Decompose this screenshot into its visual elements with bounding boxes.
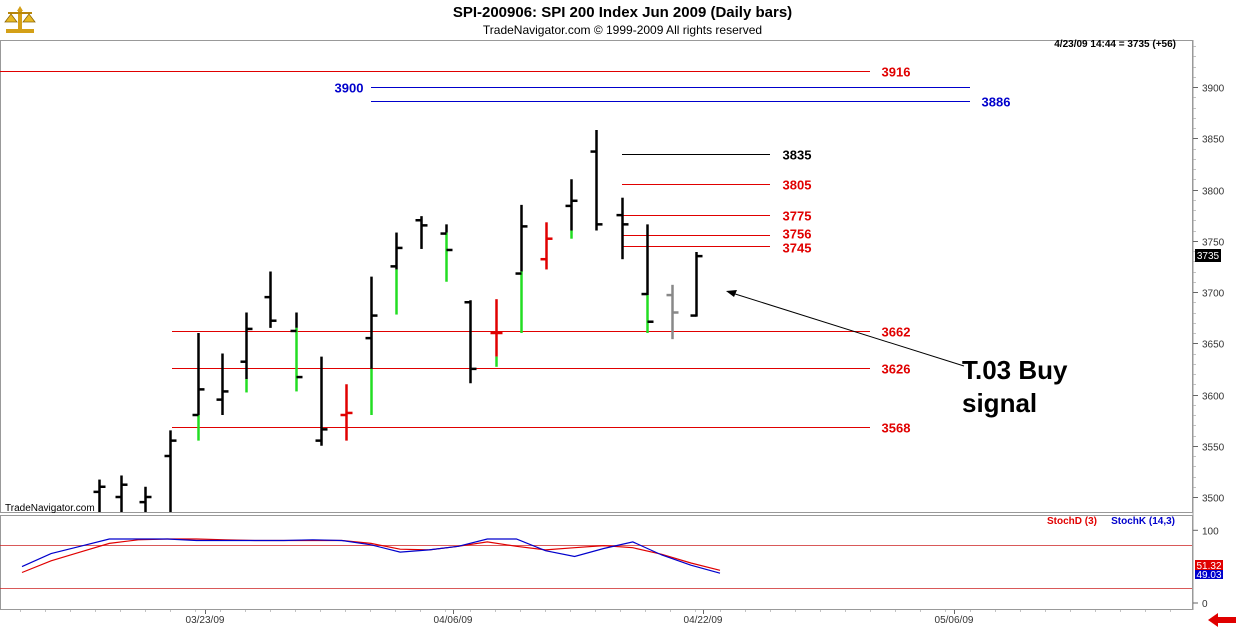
x-tick-label-3: 05/06/09 (935, 615, 974, 626)
y-tick-label-3650: 3650 (1202, 340, 1225, 351)
price-bar-04/01/09 (390, 232, 403, 315)
price-bar-04/15/09 (590, 130, 603, 231)
stoch-series-k (21, 538, 721, 574)
y-tick-label-3600: 3600 (1202, 392, 1225, 403)
price-bar-04/20/09 (666, 284, 679, 340)
price-bar-03/23/09 (216, 353, 229, 415)
price-bar-03/18/09 (139, 486, 152, 512)
x-tick-label-2: 04/22/09 (684, 615, 723, 626)
price-bar-03/19/09 (164, 430, 177, 512)
last-quote: 4/23/09 14:44 = 3735 (+56) (1054, 39, 1176, 50)
level-label-3745: 3745 (783, 241, 812, 256)
last-price-label: 3735 (1197, 251, 1220, 262)
signal-arrow-head (726, 290, 737, 297)
last-price-box (1195, 249, 1221, 262)
chart-header: SPI-200906: SPI 200 Index Jun 2009 (Dail… (0, 0, 1245, 40)
watermark-text: TradeNavigator.com (5, 503, 95, 514)
stochd-value: 51.32 (1196, 561, 1221, 572)
price-bar-03/26/09 (290, 312, 303, 392)
level-label-3916: 3916 (882, 65, 911, 80)
price-bar-04/08/09 (515, 204, 528, 333)
legend-stochk: StochK (14,3) (1111, 516, 1175, 527)
y-tick-label-3750: 3750 (1202, 238, 1225, 249)
stoch-tick-label-100: 100 (1202, 526, 1219, 537)
y-tick-label-3700: 3700 (1202, 289, 1225, 300)
price-bar-03/17/09 (115, 475, 128, 512)
chart-subtitle: TradeNavigator.com © 1999-2009 All right… (482, 23, 763, 37)
y-tick-label-3900: 3900 (1202, 84, 1225, 95)
price-axis: 3500 3550 3600 3650 3700 3750 3800 3850 3900 (1193, 46, 1225, 505)
stoch-series-d (21, 538, 721, 574)
stochastic-lines: 0 100 (0, 526, 1219, 610)
price-bar-04/17/09 (641, 224, 654, 333)
level-label-3756: 3756 (783, 227, 812, 242)
price-bar-03/24/09 (240, 312, 253, 393)
legend-stochd: StochD (3) (1047, 516, 1097, 527)
price-bar-04/14/09 (565, 179, 578, 239)
level-label-3900: 3900 (335, 81, 364, 96)
date-axis: 03/23/09 04/06/09 04/22/09 05/06/09 (20, 610, 1171, 626)
y-tick-label-3850: 3850 (1202, 135, 1225, 146)
signal-text-line1: T.03 Buy (962, 355, 1068, 385)
price-bar-04/02/09 (415, 216, 428, 249)
level-label-3662: 3662 (882, 325, 911, 340)
price-bars (93, 130, 703, 512)
y-tick-label-3550: 3550 (1202, 443, 1225, 454)
price-bar-04/09/09 (540, 222, 553, 270)
price-bar-04/16/09 (616, 197, 629, 260)
level-label-3805: 3805 (783, 178, 812, 193)
level-label-3886: 3886 (982, 95, 1011, 110)
x-tick-label-0: 03/23/09 (186, 615, 225, 626)
price-bar-03/30/09 (340, 384, 353, 441)
y-tick-label-3500: 3500 (1202, 494, 1225, 505)
level-label-3568: 3568 (882, 421, 911, 436)
stochastic-panel (0, 515, 1193, 610)
stochd-value-box (1195, 560, 1223, 571)
chart-title: SPI-200906: SPI 200 Index Jun 2009 (Dail… (452, 4, 793, 21)
level-label-3835: 3835 (783, 148, 812, 163)
price-bar-04/06/09 (464, 300, 477, 384)
price-bar-03/31/09 (365, 276, 378, 415)
scales-logo-icon (4, 6, 36, 33)
price-bar-03/16/09 (93, 479, 106, 512)
price-panel (0, 40, 1193, 513)
stochk-value-box (1195, 570, 1223, 579)
y-tick-label-3800: 3800 (1202, 187, 1225, 198)
stochk-value: 49.03 (1196, 570, 1221, 581)
price-bar-03/25/09 (264, 271, 277, 328)
x-tick-label-1: 04/06/09 (434, 615, 473, 626)
signal-arrow-line (731, 292, 965, 367)
level-label-3775: 3775 (783, 209, 812, 224)
price-bar-03/20/09 (192, 333, 205, 441)
level-label-3626: 3626 (882, 362, 911, 377)
price-bar-04/21/09 (690, 252, 703, 317)
price-bar-04/07/09 (490, 299, 503, 367)
stoch-tick-label-0: 0 (1202, 599, 1208, 610)
signal-text-line2: signal (962, 388, 1037, 418)
scroll-left-icon[interactable] (1208, 613, 1236, 627)
price-bar-03/27/09 (315, 356, 328, 446)
price-bar-04/03/09 (440, 224, 453, 282)
